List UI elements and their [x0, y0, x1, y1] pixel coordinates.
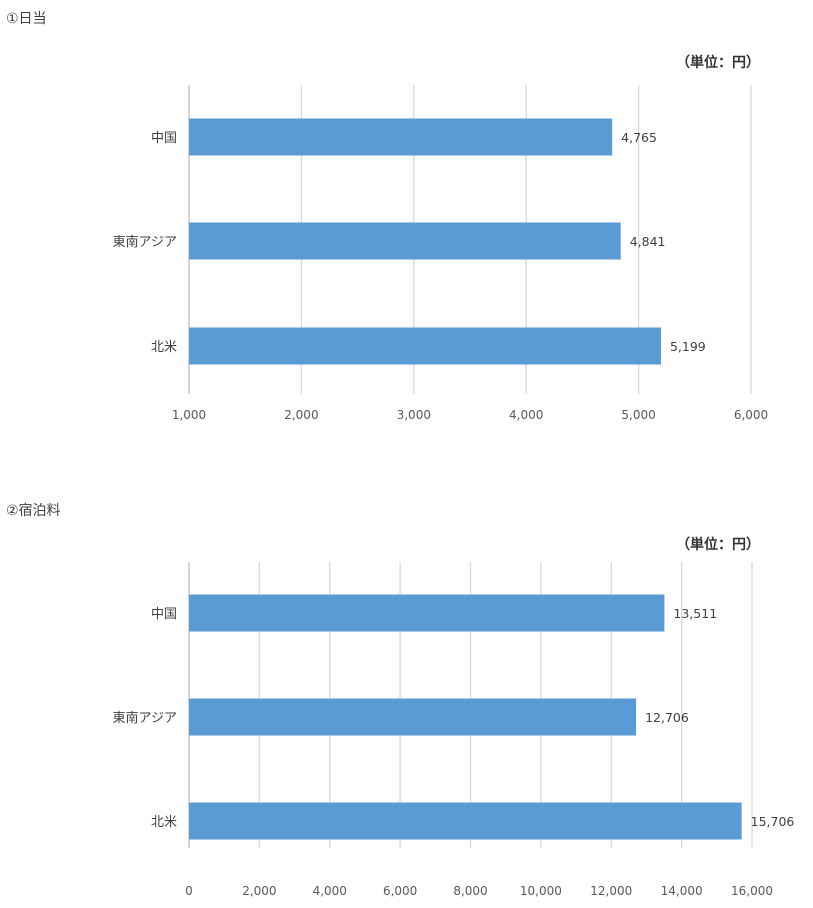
data-label: 4,841: [630, 234, 666, 249]
data-label: 13,511: [673, 606, 717, 621]
x-tick-label: 16,000: [731, 884, 773, 898]
bar: [189, 802, 742, 840]
x-tick-label: 14,000: [661, 884, 703, 898]
x-tick-label: 6,000: [383, 884, 417, 898]
chart1-unit-label: （単位：円）: [676, 55, 760, 71]
category-label: 中国: [151, 607, 177, 622]
chart2-unit-label: （単位：円）: [676, 537, 760, 553]
category-label: 東南アジア: [113, 234, 177, 250]
category-label: 北米: [151, 815, 177, 830]
x-tick-label: 8,000: [453, 884, 487, 898]
x-tick-label: 6,000: [734, 408, 768, 422]
category-label: 中国: [151, 131, 177, 146]
x-tick-label: 3,000: [397, 408, 431, 422]
x-tick-label: 4,000: [313, 884, 347, 898]
x-tick-label: 1,000: [172, 408, 206, 422]
data-label: 5,199: [670, 339, 706, 354]
data-label: 4,765: [621, 130, 657, 145]
chart2-title: ②宿泊料: [6, 503, 61, 519]
x-tick-label: 10,000: [520, 884, 562, 898]
category-label: 北米: [151, 340, 177, 355]
accommodation-chart: 0 2,000 4,000 6,000 8,000 10,000 12,000 14,000 1…: [113, 562, 795, 898]
x-tick-label: 2,000: [284, 408, 318, 422]
bar: [189, 594, 665, 632]
x-tick-label: 12,000: [590, 884, 632, 898]
x-tick-label: 5,000: [621, 408, 655, 422]
bar: [189, 327, 661, 365]
x-tick-label: 2,000: [242, 884, 276, 898]
bar: [189, 698, 637, 736]
x-tick-label: 0: [185, 884, 193, 898]
chart1-title: ①日当: [6, 11, 47, 27]
bar: [189, 222, 621, 260]
daily-allowance-chart: 1,000 2,000 3,000 4,000 5,000 6,000 中国 4,765 東南ア…: [113, 85, 768, 422]
data-label: 12,706: [645, 710, 689, 725]
x-tick-label: 4,000: [509, 408, 543, 422]
bar: [189, 118, 613, 156]
data-label: 15,706: [751, 814, 795, 829]
category-label: 東南アジア: [113, 710, 177, 726]
